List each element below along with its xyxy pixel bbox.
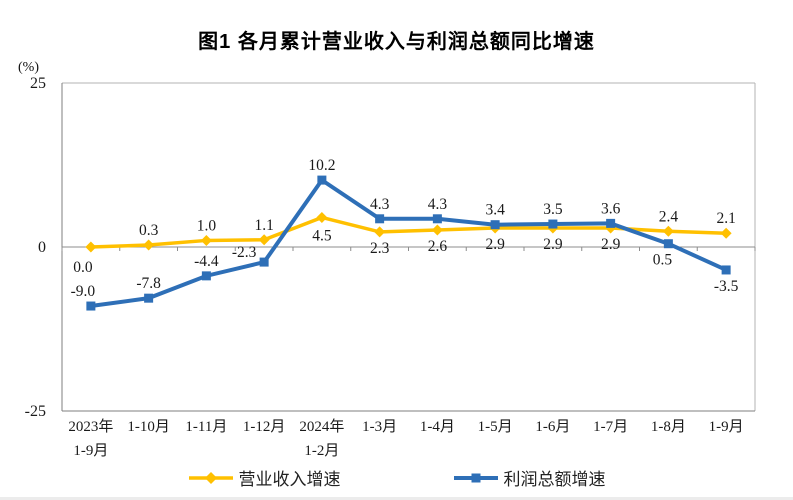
legend-item-revenue-growth: 营业收入增速 bbox=[188, 465, 341, 490]
y-axis-unit-label: (%) bbox=[18, 60, 39, 75]
revenue-growth-data-label: 0.3 bbox=[139, 222, 159, 239]
revenue-growth-data-label: 1.1 bbox=[254, 217, 273, 234]
profit-growth-marker bbox=[721, 265, 731, 275]
revenue-growth-data-label: 1.0 bbox=[197, 217, 217, 234]
revenue-growth-marker bbox=[316, 211, 328, 223]
x-tick-label: 2024年 bbox=[299, 418, 344, 435]
revenue-growth-data-label: 2.6 bbox=[428, 238, 448, 255]
profit-growth-data-label: -9.0 bbox=[71, 283, 96, 300]
profit-growth-marker bbox=[432, 214, 442, 224]
x-tick-label: 1-7月 bbox=[593, 419, 628, 435]
revenue-growth-marker bbox=[720, 227, 732, 239]
profit-growth-marker bbox=[548, 219, 558, 229]
revenue-growth-marker bbox=[431, 224, 443, 236]
window-bottom-edge bbox=[0, 497, 793, 500]
x-tick-label: 1-4月 bbox=[420, 419, 455, 435]
x-tick-label: 2023年 bbox=[68, 418, 113, 435]
profit-growth-data-label: 10.2 bbox=[308, 157, 335, 174]
profit-growth-marker bbox=[606, 218, 616, 228]
profit-growth-data-label: 4.3 bbox=[428, 196, 448, 213]
profit-growth-marker bbox=[201, 271, 211, 281]
chart-legend: 营业收入增速 利润总额增速 bbox=[0, 465, 793, 490]
profit-growth-data-label: 3.5 bbox=[543, 201, 563, 218]
revenue-growth-marker bbox=[374, 226, 386, 238]
revenue-growth-data-label: 2.9 bbox=[543, 236, 563, 253]
revenue-growth-data-label: 4.5 bbox=[312, 227, 332, 244]
profit-growth-marker bbox=[490, 220, 500, 230]
profit-growth-marker bbox=[86, 301, 96, 311]
y-tick-label: -25 bbox=[25, 403, 46, 420]
revenue-growth-marker bbox=[143, 239, 155, 251]
x-tick-label: 1-8月 bbox=[651, 419, 686, 435]
x-tick-label: 1-2月 bbox=[304, 443, 339, 459]
profit-growth-data-label: -7.8 bbox=[136, 275, 161, 292]
revenue-growth-data-label: 2.1 bbox=[716, 210, 735, 227]
chart-title: 图1 各月累计营业收入与利润总额同比增速 bbox=[198, 31, 595, 53]
revenue-growth-data-label: 2.9 bbox=[601, 236, 621, 253]
x-tick-label: 1-9月 bbox=[709, 419, 744, 435]
x-tick-label: 1-6月 bbox=[535, 419, 570, 435]
legend-label-revenue-growth: 营业收入增速 bbox=[238, 470, 341, 489]
profit-growth-line bbox=[90, 177, 727, 309]
x-tick-label: 1-11月 bbox=[185, 419, 227, 435]
x-tick-label: 1-3月 bbox=[362, 419, 397, 435]
profit-growth-marker bbox=[259, 257, 269, 267]
y-tick-label: 0 bbox=[38, 239, 46, 256]
revenue-growth-data-label: 0.0 bbox=[73, 259, 93, 276]
profit-growth-data-label: 4.3 bbox=[370, 196, 390, 213]
revenue-growth-marker bbox=[200, 234, 212, 246]
profit-growth-marker bbox=[317, 175, 327, 185]
legend-line-square-marker-icon bbox=[453, 473, 498, 482]
profit-growth-marker bbox=[144, 293, 154, 303]
legend-label-profit-growth: 利润总额增速 bbox=[503, 470, 606, 489]
x-tick-label: 1-5月 bbox=[478, 419, 513, 435]
legend-line-diamond-marker-icon bbox=[188, 471, 233, 484]
revenue-growth-data-label: 2.3 bbox=[370, 240, 390, 257]
x-tick-label: 1-9月 bbox=[73, 443, 108, 459]
revenue-growth-marker bbox=[258, 234, 270, 246]
x-tick-label: 1-12月 bbox=[243, 419, 286, 435]
x-tick-label: 1-10月 bbox=[127, 419, 170, 435]
profit-growth-data-label: 3.6 bbox=[601, 200, 621, 217]
revenue-growth-data-label: 2.9 bbox=[485, 236, 505, 253]
profit-growth-marker bbox=[375, 214, 385, 224]
profit-growth-marker bbox=[663, 239, 673, 249]
revenue-growth-marker bbox=[85, 241, 97, 253]
revenue-growth-marker bbox=[662, 225, 674, 237]
profit-growth-data-label: 0.5 bbox=[653, 252, 673, 269]
revenue-growth-data-label: 2.4 bbox=[659, 208, 679, 225]
profit-growth-data-label: 3.4 bbox=[485, 202, 505, 219]
profit-growth-data-label: -3.5 bbox=[714, 278, 739, 295]
profit-growth-data-label: -2.3 bbox=[232, 244, 257, 261]
y-tick-label: 25 bbox=[30, 75, 46, 92]
profit-growth-data-label: -4.4 bbox=[194, 253, 219, 270]
legend-item-profit-growth: 利润总额增速 bbox=[453, 465, 606, 490]
